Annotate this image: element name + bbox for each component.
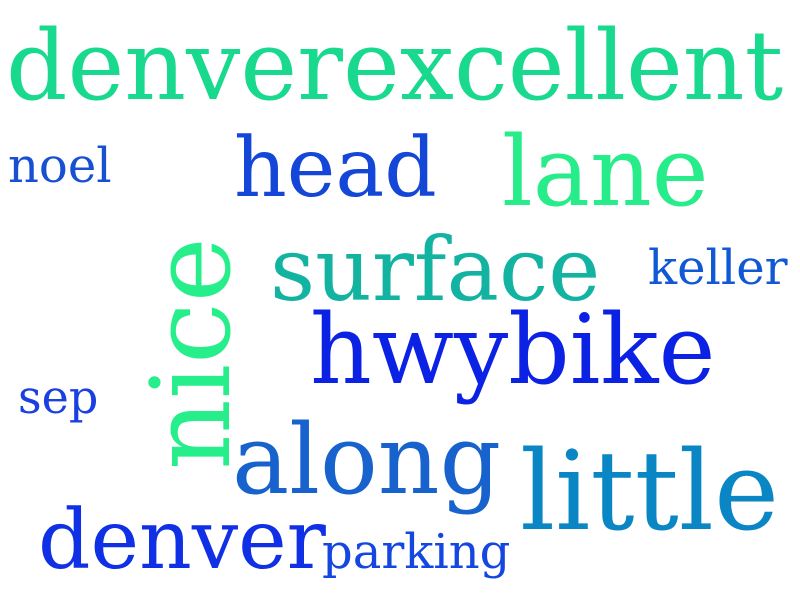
word-keller: keller: [648, 240, 788, 296]
word-nice: nice: [127, 237, 255, 470]
word-noel: noel: [8, 138, 112, 194]
word-hwybike: hwybike: [310, 294, 716, 406]
word-along: along: [232, 404, 502, 516]
word-sep: sep: [18, 370, 99, 424]
word-little: little: [520, 427, 780, 555]
word-denver: denver: [38, 493, 326, 588]
word-surface: surface: [270, 218, 601, 321]
word-parking: parking: [322, 524, 511, 580]
word-lane: lane: [502, 116, 709, 228]
word-head: head: [234, 121, 437, 216]
word-denverexcellent: denverexcellent: [6, 10, 784, 122]
